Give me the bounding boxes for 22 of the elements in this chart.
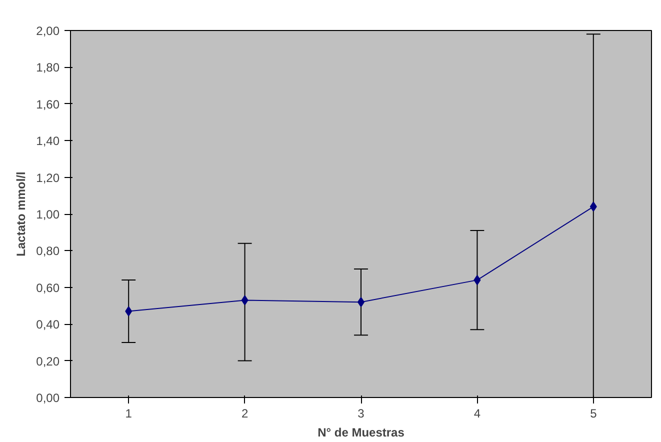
- y-tick-label: 0,40: [36, 318, 60, 332]
- y-tick-label: 0,00: [36, 391, 60, 405]
- x-tick-label: 3: [358, 406, 365, 420]
- x-axis-title: N° de Muestras: [318, 426, 405, 440]
- y-tick-label: 1,40: [36, 134, 60, 148]
- y-tick-label: 1,60: [36, 97, 60, 112]
- point: [590, 202, 597, 212]
- x-tick-label: 1: [125, 406, 132, 420]
- y-tick-label: 1,80: [36, 60, 60, 75]
- point: [474, 275, 481, 286]
- x-tick-label: 4: [474, 406, 481, 420]
- y-tick-label: 0,60: [36, 280, 60, 295]
- y-tick-label: 0,80: [36, 244, 60, 258]
- y-axis-title: Lactato mmol/l: [14, 172, 28, 256]
- point: [125, 306, 132, 316]
- x-tick-label: 5: [590, 406, 598, 420]
- y-tick-label: 0,20: [36, 354, 60, 368]
- y-tick-label: 1,20: [36, 170, 60, 185]
- point: [241, 295, 248, 306]
- y-tick-label: 2,00: [36, 24, 60, 38]
- x-tick-label: 2: [241, 406, 248, 420]
- y-tick-label: 1,00: [36, 208, 60, 222]
